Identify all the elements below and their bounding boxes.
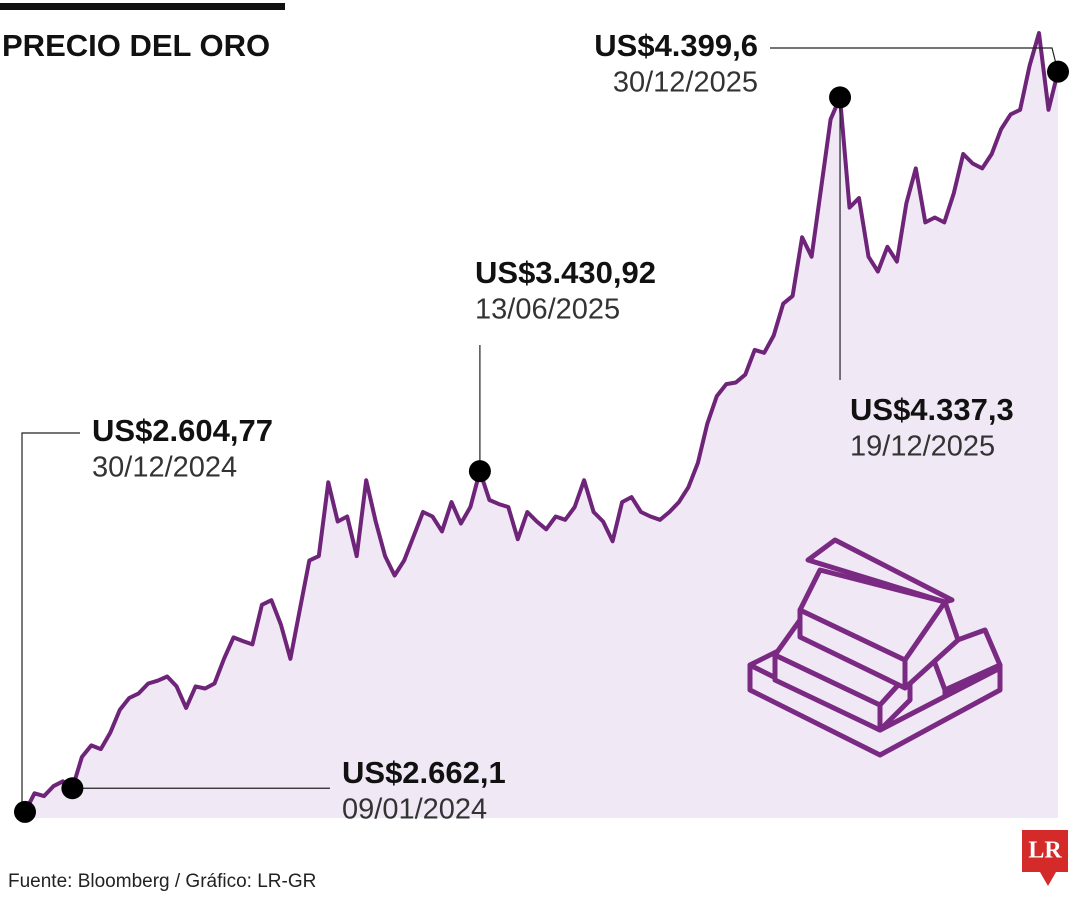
point-marker	[468, 460, 491, 483]
point-marker	[61, 777, 84, 800]
chart-title: PRECIO DEL ORO	[2, 28, 270, 63]
annotation-value: US$4.337,3	[850, 392, 1014, 427]
point-marker	[829, 86, 852, 109]
title-bar	[0, 3, 285, 10]
line	[23, 31, 1060, 813]
annotation-date: 30/12/2025	[613, 67, 758, 99]
point-marker	[1047, 60, 1069, 83]
gold-icon	[747, 537, 1003, 758]
leader-line	[770, 47, 1059, 72]
logo-tail	[1040, 872, 1056, 886]
annotation-value: US$3.430,92	[475, 255, 656, 290]
leader-line	[21, 432, 80, 812]
annotation-value: US$4.399,6	[594, 28, 758, 63]
annotation-date: 13/06/2025	[475, 294, 620, 326]
annotation-date: 30/12/2024	[92, 452, 237, 484]
annotation-date: 19/12/2025	[850, 431, 995, 463]
annotation-value: US$2.662,1	[342, 755, 506, 790]
annotation-value: US$2.604,77	[92, 413, 273, 448]
point-marker	[14, 800, 36, 823]
source: Fuente: Bloomberg / Gráfico: LR-GR	[8, 871, 316, 892]
logo-box	[1022, 830, 1068, 872]
annotation-date: 09/01/2024	[342, 794, 487, 826]
logo-text: LR	[1028, 838, 1062, 864]
